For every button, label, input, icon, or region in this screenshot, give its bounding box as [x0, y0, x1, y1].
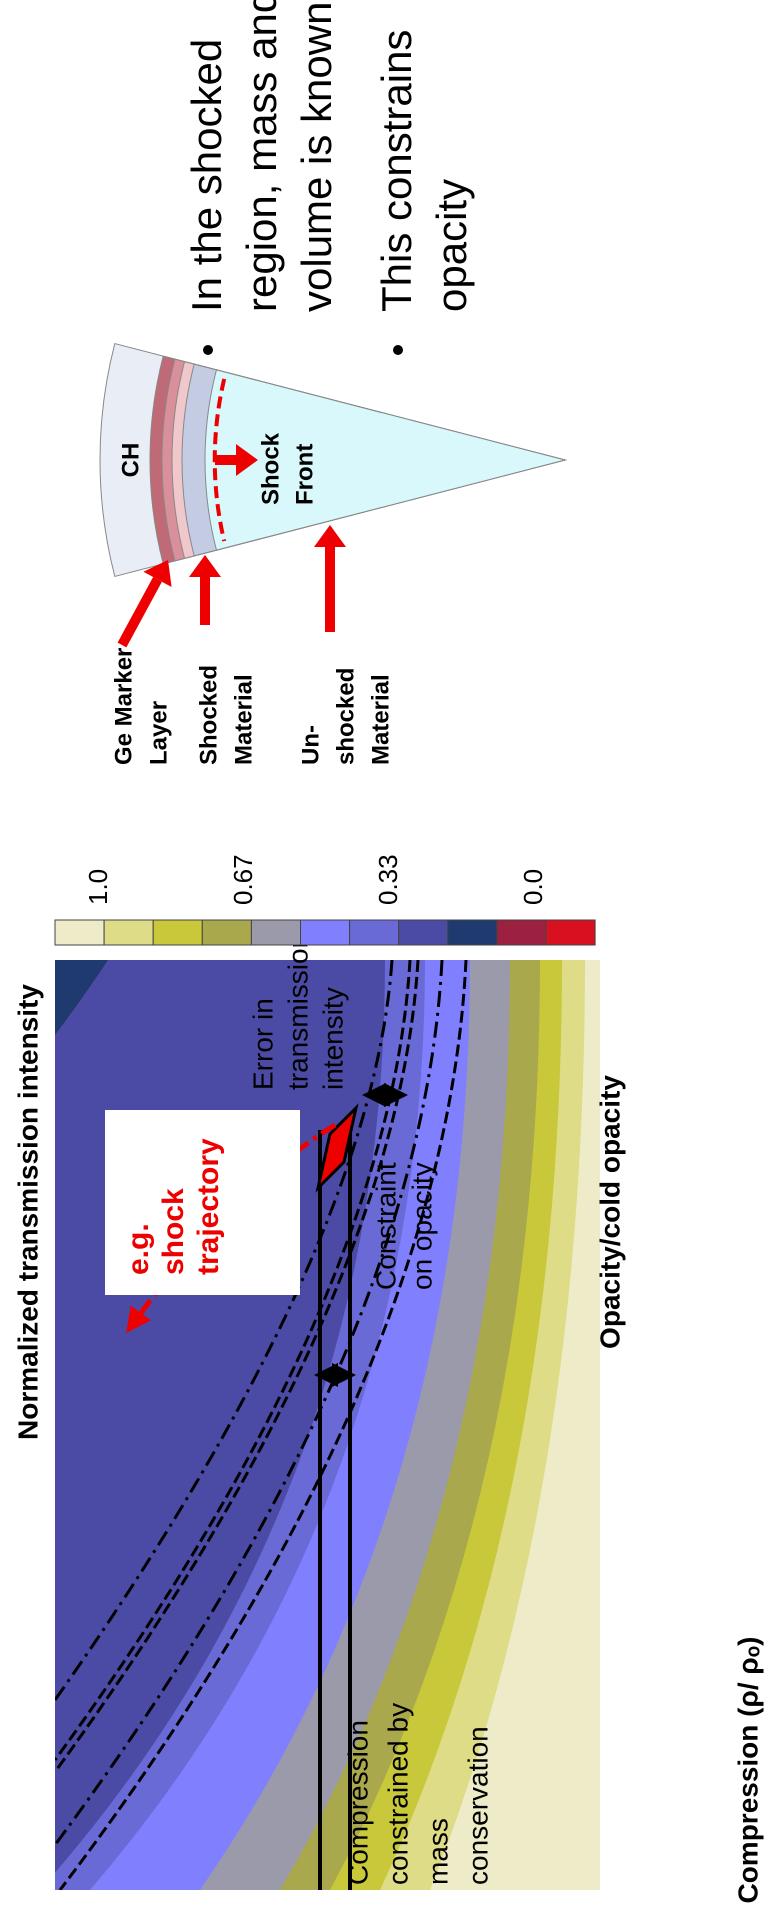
colorbar-cell — [448, 920, 497, 945]
colorbar-label: 0.33 — [373, 854, 403, 905]
red-arrow-head — [189, 555, 221, 577]
label: trajectory — [192, 1138, 225, 1275]
chart-title: Normalized transmission intensity — [12, 984, 43, 1440]
label: e.g. — [122, 1223, 155, 1275]
label: opacity — [428, 179, 475, 312]
label: Un- — [297, 725, 324, 765]
red-arrow-head — [314, 525, 346, 547]
label: This constrains — [373, 30, 420, 312]
label: on opacity — [406, 1162, 437, 1290]
bullet — [393, 345, 403, 355]
label: intensity — [317, 987, 348, 1090]
label: CH — [117, 443, 144, 478]
colorbar-cell — [104, 920, 153, 945]
label: volume is known — [293, 2, 340, 312]
label: transmission — [282, 933, 313, 1090]
label: Ge Marker — [110, 648, 137, 765]
colorbar-cell — [350, 920, 399, 945]
colorbar-label: 0.67 — [228, 854, 258, 905]
red-arrow — [122, 579, 158, 645]
colorbar-cell — [546, 920, 595, 945]
axis-label: Opacity/cold opacity — [594, 1075, 625, 1349]
label: mass — [422, 1818, 453, 1885]
label: Material — [230, 674, 257, 765]
label: Shock — [257, 432, 284, 505]
label: shocked — [332, 668, 359, 765]
label: shock — [157, 1188, 190, 1275]
colorbar-cell — [202, 920, 251, 945]
label: constrained by — [382, 1703, 413, 1885]
label: Material — [367, 674, 394, 765]
label: Layer — [145, 701, 172, 765]
label: conservation — [462, 1726, 493, 1885]
slide: Normalized transmission intensitye.g.sho… — [0, 0, 769, 1909]
label: In the shocked — [183, 39, 230, 312]
colorbar-cell — [251, 920, 300, 945]
colorbar-cell — [153, 920, 202, 945]
contour-plot — [40, 960, 600, 1890]
label: Shocked — [195, 665, 222, 765]
colorbar-label: 0.0 — [518, 869, 548, 905]
colorbar-cell — [301, 920, 350, 945]
colorbar-cell — [399, 920, 448, 945]
label: region, mass and — [238, 0, 285, 312]
colorbar-label: 1.0 — [83, 869, 113, 905]
label: Front — [291, 444, 318, 505]
bullet — [203, 345, 213, 355]
label: Compression — [342, 1720, 373, 1885]
label: Error in — [247, 998, 278, 1090]
colorbar-cell — [55, 920, 104, 945]
label: Constraint — [370, 1162, 401, 1290]
colorbar-cell — [497, 920, 546, 945]
axis-label: Compression (ρ/ ρₒ) — [732, 1636, 763, 1903]
